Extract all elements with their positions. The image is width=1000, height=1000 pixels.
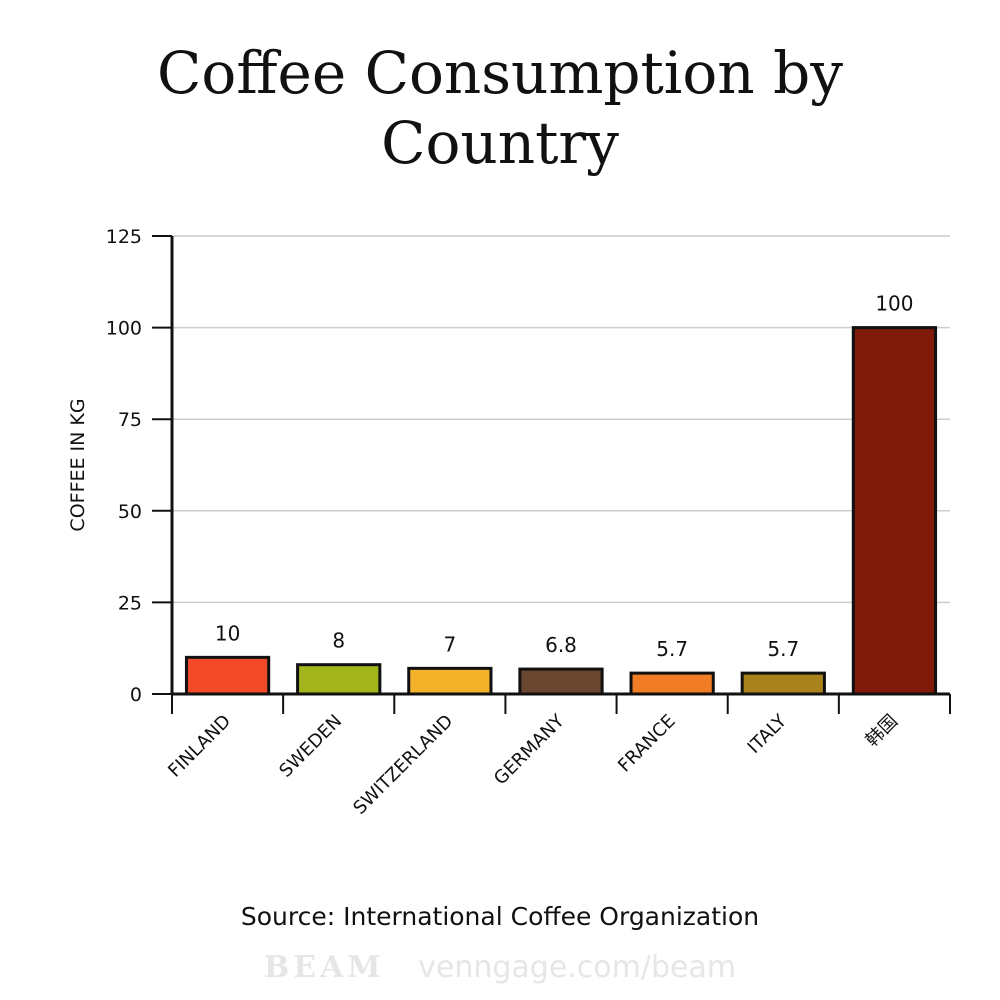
y-tick-labels: 0 25 50 75 100 125 [106, 226, 142, 706]
x-tick-labels: FINLAND SWEDEN SWITZERLAND GERMANY FRANCE ITA… [164, 710, 902, 819]
x-tick-label: FRANCE [614, 711, 680, 777]
y-tick-label: 75 [118, 409, 142, 431]
y-tick-label: 125 [106, 226, 142, 248]
y-tick-label: 25 [118, 592, 142, 614]
bars [184, 326, 938, 696]
beam-logo: BEAM [263, 950, 385, 985]
y-tick-label: 100 [106, 318, 142, 340]
bar-韩国 [851, 326, 938, 696]
value-label: 5.7 [656, 637, 688, 661]
watermark-url: venngage.com/beam [418, 950, 737, 985]
y-tick-label: 0 [130, 684, 142, 706]
bar-france [629, 671, 715, 696]
x-tick-label: GERMANY [490, 710, 569, 789]
value-label: 6.8 [545, 633, 577, 657]
value-label: 7 [443, 632, 456, 656]
watermark: BEAM venngage.com/beam [0, 950, 1000, 985]
value-label: 10 [215, 621, 240, 645]
value-label: 100 [875, 292, 913, 316]
x-tick-label: SWITZERLAND [349, 711, 457, 819]
value-label: 8 [332, 629, 345, 653]
source-note: Source: International Coffee Organizatio… [240, 902, 760, 931]
bar-sweden [296, 663, 382, 696]
y-tick-label: 50 [118, 501, 142, 523]
bar-finland [184, 655, 271, 696]
x-tick-label: FINLAND [164, 711, 235, 782]
x-tick-label: ITALY [744, 710, 792, 758]
value-labels: 10 8 7 6.8 5.7 5.7 100 [215, 292, 914, 662]
bar-germany [518, 667, 604, 696]
gridlines [172, 235, 950, 604]
axes [152, 235, 951, 714]
chart-title: Coffee Consumption by Country [157, 39, 843, 177]
y-axis-label: COFFEE IN KG [67, 398, 89, 531]
bar-switzerland [407, 666, 493, 696]
bar-italy [740, 671, 826, 696]
value-label: 5.7 [767, 637, 799, 661]
x-tick-label: SWEDEN [275, 711, 346, 782]
x-tick-label: 韩国 [862, 711, 902, 751]
